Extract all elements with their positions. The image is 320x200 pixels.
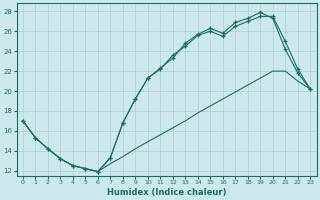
X-axis label: Humidex (Indice chaleur): Humidex (Indice chaleur) (107, 188, 226, 197)
